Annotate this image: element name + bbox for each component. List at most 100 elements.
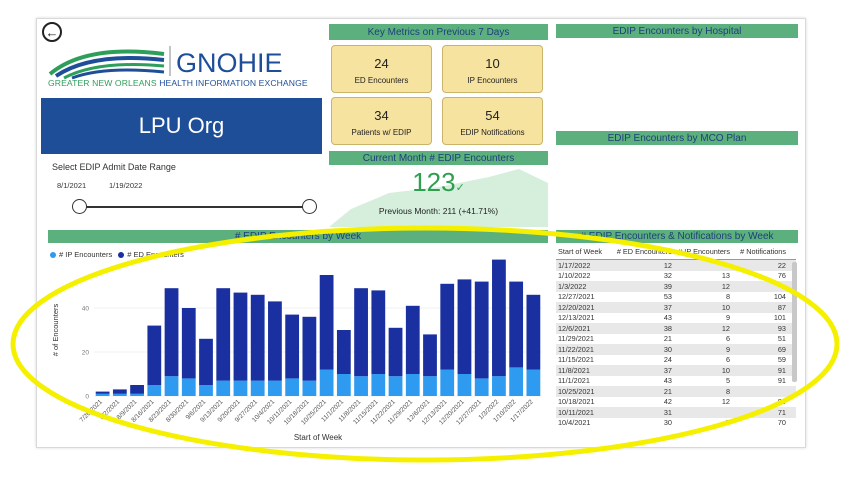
notifications-table-header: # EDIP Encounters & Notifications by Wee… [556, 230, 798, 243]
table-row[interactable]: 1/3/2022 39 12 [556, 281, 796, 292]
bar-ip-encounters [199, 385, 213, 396]
bar-ed-encounters [199, 338, 213, 385]
bar-ip-encounters [95, 393, 110, 396]
table-row[interactable]: 11/8/2021 37 10 91 [556, 365, 796, 376]
table-cell: 71 [777, 407, 786, 417]
previous-month-text: Previous Month: 211 (+41.71%) [378, 206, 499, 216]
treemap-tile-hospital-2[interactable]: Hospital 2 [556, 39, 714, 121]
table-cell: 9 [725, 313, 730, 323]
table-row[interactable]: 1/17/2022 12 22 [556, 260, 796, 271]
treemap-tile-hospital-9[interactable]: Hospital 9 [714, 39, 779, 103]
bar-ed-encounters [336, 330, 351, 374]
bar-ed-encounters [388, 327, 403, 377]
bar-ed-encounters [95, 391, 110, 394]
table-cell: 104 [773, 292, 786, 302]
date-range-end-handle[interactable] [302, 199, 317, 214]
table-row[interactable]: 10/11/2021 31 71 [556, 407, 796, 418]
col-ed-encounters[interactable]: # ED Encounters [616, 247, 672, 256]
table-cell: 70 [777, 418, 786, 428]
table-cell: 8 [725, 292, 730, 302]
table-row[interactable]: 10/25/2021 21 8 [556, 386, 796, 397]
mco-treemap-header: EDIP Encounters by MCO Plan [556, 131, 798, 145]
current-month-header: Current Month # EDIP Encounters [329, 151, 548, 165]
treemap-tile-mco-lhcc[interactable]: LHCC [627, 146, 715, 190]
table-row[interactable]: 12/6/2021 38 12 93 [556, 323, 796, 334]
table-cell: 101 [773, 313, 786, 323]
table-cell: 42 [663, 397, 672, 407]
table-cell: 31 [663, 407, 672, 417]
table-cell: 51 [777, 334, 786, 344]
table-cell: 43 [663, 313, 672, 323]
start-date-input[interactable]: 8/1/2021 [57, 180, 87, 190]
bar-ip-encounters [440, 369, 455, 396]
gnohie-logo: GNOHIE [48, 46, 283, 80]
bar-ed-encounters [130, 385, 144, 394]
table-cell: 53 [663, 292, 672, 302]
bar-ip-encounters [336, 374, 351, 396]
col-start-of-week[interactable]: Start of Week [558, 247, 603, 256]
org-name: LPU Org [41, 98, 322, 154]
hospital-treemap-header: EDIP Encounters by Hospital [556, 24, 798, 38]
table-cell: 37 [663, 302, 672, 312]
bar-ip-encounters [388, 376, 403, 396]
table-row[interactable]: 12/13/2021 43 9 101 [556, 313, 796, 324]
bar-ip-encounters [526, 369, 541, 396]
table-row[interactable]: 1/10/2022 32 13 76 [556, 271, 796, 282]
table-row[interactable]: 12/27/2021 53 8 104 [556, 292, 796, 303]
treemap-tile-hospital-truncated[interactable]: Hos... [766, 103, 797, 121]
bar-ip-encounters [423, 376, 437, 396]
table-row[interactable]: 11/1/2021 43 5 91 [556, 376, 796, 387]
table-row[interactable]: 10/18/2021 42 12 99 [556, 397, 796, 408]
table-cell: 11/8/2021 [558, 365, 590, 375]
notifications-table: Start of Week # ED Encounters # IP Encou… [556, 244, 796, 444]
bar-ed-encounters [250, 294, 265, 381]
bar-ip-encounters [509, 367, 524, 396]
table-row[interactable]: 12/20/2021 37 10 87 [556, 302, 796, 313]
bar-ed-encounters [371, 290, 386, 374]
table-cell: 24 [663, 355, 672, 365]
table-cell: 1/17/2022 [558, 260, 591, 270]
bar-ip-encounters [492, 376, 506, 396]
bar-ip-encounters [130, 393, 144, 396]
table-cell: 39 [663, 281, 672, 291]
col-notifications[interactable]: # Notifications [740, 247, 786, 256]
y-axis-label: # of Encounters [51, 303, 60, 356]
treemap-tile-mco-na[interactable]: N/A [556, 146, 627, 227]
table-row[interactable]: 11/15/2021 24 6 59 [556, 355, 796, 366]
y-tick-label: 20 [82, 350, 90, 357]
treemap-tile-mco-hb[interactable]: HB [715, 146, 764, 206]
x-tick-label: 7/26/2021 [79, 398, 105, 424]
table-scrollbar[interactable] [792, 262, 797, 382]
bar-ed-encounters [423, 334, 437, 377]
table-cell: 11/22/2021 [558, 344, 594, 354]
table-cell: 37 [663, 365, 672, 375]
treemap-tile-hospital-other[interactable] [779, 39, 797, 103]
col-ip-encounters[interactable]: # IP Encounters [678, 247, 730, 256]
kpi-patients-edip: 34 Patients w/ EDIP [331, 97, 432, 145]
table-cell: 21 [663, 386, 672, 396]
table-cell: 10 [721, 302, 730, 312]
table-row[interactable]: 10/4/2021 30 7 70 [556, 418, 796, 429]
table-row[interactable]: 11/29/2021 21 6 51 [556, 334, 796, 345]
treemap-tile-hospital-0[interactable]: Hospital 0 [714, 103, 766, 121]
treemap-tile-mco-acla[interactable]: ACLA [764, 146, 797, 206]
table-cell: 38 [663, 323, 672, 333]
x-axis-label: Start of Week [294, 433, 343, 442]
treemap-tile-mco-uhc[interactable]: UHC [627, 190, 715, 227]
table-cell: 91 [777, 376, 786, 386]
bar-ed-encounters [474, 281, 489, 379]
table-cell: 9 [725, 344, 730, 354]
date-range-start-handle[interactable] [72, 199, 87, 214]
bar-ed-encounters [319, 275, 334, 370]
table-cell: 12 [721, 281, 730, 291]
table-cell: 12/13/2021 [558, 313, 595, 323]
back-arrow-icon[interactable]: ← [42, 22, 62, 42]
table-row[interactable]: 11/22/2021 30 9 69 [556, 344, 796, 355]
bar-ed-encounters [216, 288, 231, 381]
date-range-slider-track[interactable] [78, 206, 310, 208]
treemap-tile-mco-aetna[interactable]: AETNA [715, 206, 797, 227]
table-cell: 12 [721, 397, 730, 407]
logo-tagline: GREATER NEW ORLEANS HEALTH INFORMATION E… [48, 78, 308, 88]
end-date-input[interactable]: 1/19/2022 [109, 180, 143, 190]
